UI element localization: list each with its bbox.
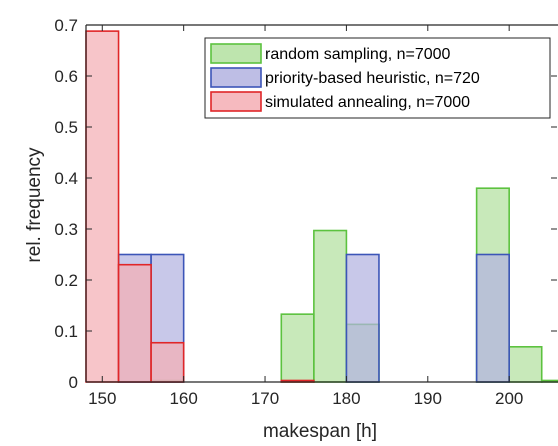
legend-label-2: simulated annealing, n=7000 [265,94,470,111]
y-tick-label: 0.1 [54,322,78,341]
bar-series-2-bin-1 [117,263,152,383]
legend-swatch-0 [210,43,262,64]
legend-swatch-1 [210,67,262,88]
legend-swatch-2 [210,91,262,112]
y-tick-label: 0.5 [54,118,78,137]
y-tick-label: 0.6 [54,67,78,86]
bar-series-0-bin-5 [508,346,543,383]
y-tick-label: 0.3 [54,220,78,239]
x-tick-label: 180 [332,389,360,408]
y-tick-label: 0.7 [54,16,78,35]
x-axis-label: makespan [h] [263,421,377,442]
x-tick-label: 190 [414,389,442,408]
bar-series-0-bin-2 [313,229,348,383]
bar-series-0-bin-1 [280,313,315,383]
legend-label-1: priority-based heuristic, n=720 [265,70,480,87]
legend: random sampling, n=7000 priority-based he… [204,37,551,119]
y-tick-label: 0.4 [54,169,78,188]
legend-box [204,37,551,119]
x-tick-label: 170 [251,389,279,408]
y-tick-label: 0 [69,373,78,392]
bar-series-2-bin-2 [150,341,185,383]
tick-labels-layer: 0 0.1 0.2 0.3 0.4 0.5 0.6 0.7 150 160 170 180 190 200 [54,16,523,408]
axes-layer [85,24,558,383]
y-axis-label: rel. frequency [24,147,45,263]
x-tick-label: 150 [88,389,116,408]
y-tick-label: 0.2 [54,271,78,290]
bar-series-1-bin-3 [475,253,510,383]
bar-series-1-bin-2 [345,253,380,383]
x-tick-label: 160 [169,389,197,408]
legend-label-0: random sampling, n=7000 [265,46,451,63]
x-tick-label: 200 [495,389,523,408]
bar-series-2-bin-0 [85,30,120,383]
bars-layer [85,30,558,383]
